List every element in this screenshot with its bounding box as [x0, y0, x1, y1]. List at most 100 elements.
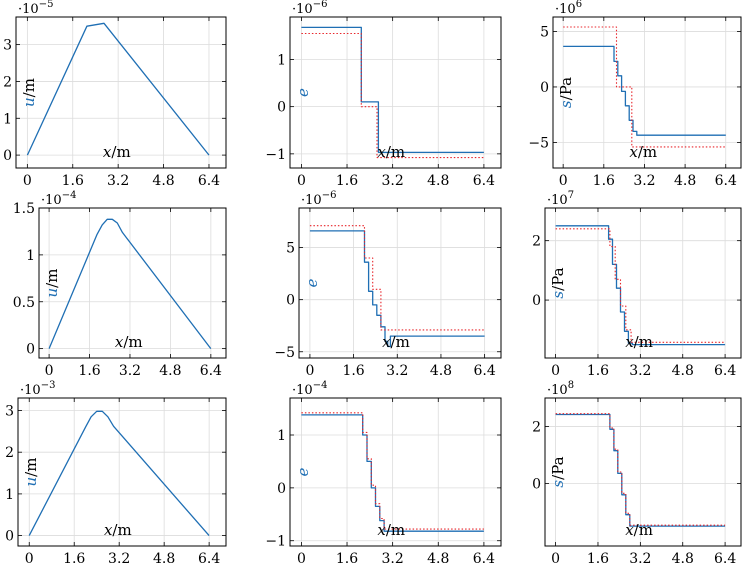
- y-tick-label: −5: [528, 135, 549, 151]
- chart-panel-6: 0 1.6 3.2 4.8 6.4 0 2 ·107 x/m s/Pa: [532, 190, 742, 379]
- x-tick-label: 6.4: [198, 551, 220, 566]
- y-tick-label: −1: [265, 147, 286, 163]
- y-axis-var: s: [557, 100, 575, 108]
- series-line-dotted: [563, 26, 726, 148]
- plot-frame: [15, 16, 227, 169]
- x-tick-label: 3.2: [108, 551, 130, 566]
- y-tick-label: 2: [5, 445, 14, 461]
- x-tick-label: 3.2: [382, 551, 404, 566]
- x-tick-label: 3.2: [119, 363, 141, 379]
- chart-panel-3: 0 1.6 3.2 4.8 6.4 −5 0 5 ·106 x/m s/Pa: [528, 0, 742, 189]
- x-tick-label: 0: [25, 551, 34, 566]
- y-exponent-label: ·10−3: [20, 380, 55, 398]
- plot-frame: [38, 207, 227, 359]
- series-line-solid: [309, 230, 485, 348]
- y-axis-label: s/Pa: [549, 267, 567, 298]
- y-tick-label: 3: [3, 38, 12, 54]
- x-tick-label: 3.2: [629, 551, 651, 566]
- y-tick-label: 2: [3, 74, 12, 90]
- series-line-dotted: [555, 228, 726, 343]
- y-axis-unit: /Pa: [557, 77, 575, 100]
- x-tick-label: 4.8: [672, 551, 694, 566]
- plot-frame: [17, 397, 227, 547]
- chart-panel-1: 0 1.6 3.2 4.8 6.4 0 1 2 3 ·10−5 x/m u/m: [3, 0, 227, 189]
- y-tick-label: 1: [5, 487, 14, 503]
- series-line-solid: [26, 22, 210, 156]
- plot-frame: [289, 397, 502, 547]
- chart-panel-9: 0 1.6 3.2 4.8 6.4 0 2 ·108 x/m s/Pa: [532, 380, 742, 566]
- y-tick-label: 0: [26, 342, 35, 358]
- x-tick-label: 3.2: [629, 363, 651, 379]
- y-axis-var: u: [43, 288, 61, 298]
- plot-frame: [552, 16, 742, 169]
- y-exponent-label: ·10−4: [292, 380, 327, 398]
- series-line-solid: [563, 45, 726, 136]
- x-axis-label: x/m: [377, 521, 405, 539]
- y-axis-unit: /m: [22, 458, 40, 477]
- y-exponent-power: −6: [322, 190, 337, 201]
- x-tick-label: 0: [297, 551, 306, 566]
- y-tick-label: 2: [532, 419, 541, 435]
- x-tick-label: 0: [551, 363, 560, 379]
- x-tick-label: 4.8: [152, 173, 174, 189]
- y-axis-label: e: [303, 278, 321, 287]
- y-exponent-label: ·10−6: [301, 190, 336, 208]
- x-axis-label: x/m: [377, 143, 405, 161]
- x-tick-label: 3.2: [633, 173, 655, 189]
- x-tick-label: 4.8: [427, 551, 449, 566]
- series-line-dotted: [309, 225, 485, 331]
- series-line-solid: [48, 218, 212, 349]
- x-axis-label: x/m: [115, 333, 143, 351]
- x-tick-label: 0: [23, 173, 32, 189]
- x-tick-label: 4.8: [430, 363, 452, 379]
- y-exponent-label: ·10−4: [41, 190, 76, 208]
- series-line-solid: [301, 26, 484, 154]
- y-exponent-power: −3: [41, 380, 56, 391]
- plot-frame: [298, 207, 502, 359]
- x-axis-label: x/m: [625, 521, 653, 539]
- y-axis-label: s/Pa: [557, 77, 575, 108]
- x-tick-label: 0: [559, 173, 568, 189]
- chart-panel-5: 0 1.6 3.2 4.8 6.4 −5 0 5 ·10−6 x/m e: [274, 190, 502, 379]
- x-tick-label: 4.8: [159, 363, 181, 379]
- y-tick-label: 0: [277, 481, 286, 497]
- y-axis-var: e: [303, 278, 321, 287]
- y-tick-label: 0.5: [13, 295, 35, 311]
- series-line-solid: [28, 410, 210, 537]
- x-tick-label: 0: [305, 363, 314, 379]
- y-tick-label: 1: [3, 111, 12, 127]
- series-line-solid: [301, 414, 484, 532]
- chart-panel-7: 0 1.6 3.2 4.8 6.4 0 1 2 3 ·10−3 x/m u/m: [5, 380, 227, 566]
- y-axis-unit: /Pa: [549, 267, 567, 290]
- y-exponent-power: −4: [313, 380, 328, 391]
- x-tick-label: 1.6: [593, 173, 615, 189]
- y-axis-var: s: [549, 291, 567, 299]
- x-tick-label: 6.4: [714, 363, 736, 379]
- y-axis-label: e: [294, 88, 312, 97]
- x-tick-label: 4.8: [674, 173, 696, 189]
- x-axis-label: x/m: [382, 333, 410, 351]
- y-tick-label: 0: [540, 80, 549, 96]
- y-exponent-power: 8: [568, 380, 574, 391]
- x-tick-label: 1.6: [63, 551, 85, 566]
- series-line-dotted: [555, 413, 726, 526]
- x-tick-label: 1.6: [336, 173, 358, 189]
- y-exponent-power: 6: [576, 0, 582, 10]
- x-tick-label: 3.2: [107, 173, 129, 189]
- x-tick-label: 3.2: [382, 173, 404, 189]
- y-axis-unit: /Pa: [549, 456, 567, 479]
- y-exponent-label: ·10−5: [18, 0, 53, 17]
- y-axis-var: u: [20, 97, 38, 107]
- y-tick-label: −1: [265, 534, 286, 550]
- y-exponent-power: −5: [39, 0, 54, 10]
- x-tick-label: 1.6: [342, 363, 364, 379]
- y-tick-label: 0: [3, 148, 12, 164]
- chart-panel-8: 0 1.6 3.2 4.8 6.4 −1 0 1 ·10−4 x/m e: [265, 380, 502, 566]
- y-tick-label: 0: [5, 529, 14, 545]
- y-tick-label: 0: [277, 100, 286, 116]
- y-axis-label: e: [294, 467, 312, 476]
- y-tick-label: −5: [274, 345, 295, 361]
- y-tick-label: 0: [532, 293, 541, 309]
- chart-panel-2: 0 1.6 3.2 4.8 6.4 −1 0 1 ·10−6 x/m e: [265, 0, 502, 189]
